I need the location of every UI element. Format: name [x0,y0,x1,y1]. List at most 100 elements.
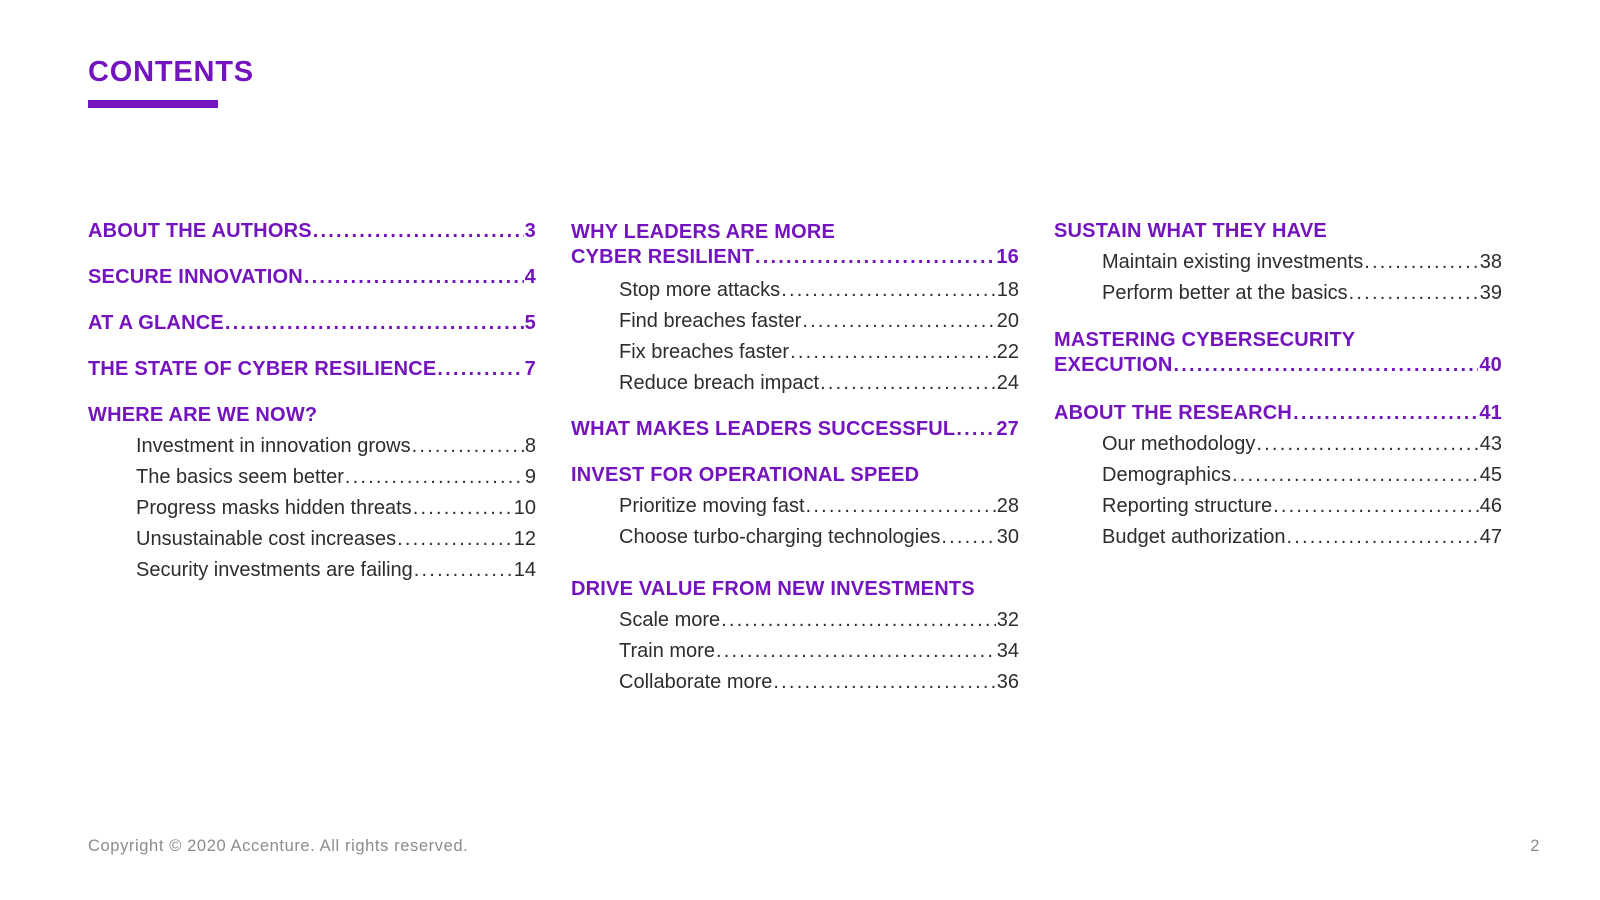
toc-entry-label: ABOUT THE RESEARCH [1054,402,1293,424]
toc-entry[interactable]: Stop more attacks 18 [571,279,1019,301]
toc-entry[interactable]: Maintain existing investments 38 [1054,251,1502,273]
toc-entry-label: Stop more attacks [619,279,781,301]
footer-copyright: Copyright © 2020 Accenture. All rights r… [88,837,469,855]
page-title: CONTENTS [88,56,254,88]
toc-entry[interactable]: Investment in innovation grows 8 [88,435,536,457]
toc-entry[interactable]: Budget authorization 47 [1054,526,1502,548]
dot-leader [313,220,524,242]
toc-entry[interactable]: Reduce breach impact 24 [571,372,1019,394]
dot-leader [755,245,995,270]
toc-column-2: WHY LEADERS ARE MORE CYBER RESILIENT 16 Sto… [571,220,1019,693]
dot-leader [956,418,995,440]
toc-entry-label: Reporting structure [1102,495,1273,517]
toc-entry-label: WHY LEADERS ARE MORE [571,221,836,243]
toc-entry-page: 32 [996,609,1019,631]
toc-entry-page: 18 [996,279,1019,301]
dot-leader [1364,251,1479,273]
toc-entry[interactable]: Our methodology 43 [1054,433,1502,455]
toc-entry-label: Perform better at the basics [1102,282,1348,304]
dot-leader [1286,526,1478,548]
toc-entry-page: 14 [513,559,536,581]
dot-leader [412,435,524,457]
toc-entry[interactable]: AT A GLANCE 5 [88,312,536,334]
toc-entry-label: Unsustainable cost increases [136,528,397,550]
toc-entry[interactable]: The basics seem better 9 [88,466,536,488]
toc-entry-page: 8 [524,435,536,457]
toc-entry-page: 9 [524,466,536,488]
toc-entry-label: Maintain existing investments [1102,251,1364,273]
toc-entry-page: 12 [513,528,536,550]
toc-entry-label: Fix breaches faster [619,341,790,363]
toc-entry-page: 5 [524,312,536,334]
toc-entry-label: EXECUTION [1054,354,1173,376]
dot-leader [414,559,513,581]
toc-entry-label: WHERE ARE WE NOW? [88,404,318,426]
toc-entry[interactable]: Train more 34 [571,640,1019,662]
toc-entry-page: 16 [996,246,1019,268]
dot-leader [225,312,524,334]
toc-entry-page: 24 [996,372,1019,394]
title-underline [88,100,218,108]
toc-entry-label: Reduce breach impact [619,372,820,394]
toc-entry[interactable]: Security investments are failing 14 [88,559,536,581]
toc-entry[interactable]: Find breaches faster 20 [571,310,1019,332]
toc-entry-page: 7 [524,358,536,380]
toc-entry-label: WHAT MAKES LEADERS SUCCESSFUL [571,418,956,440]
toc-entry-label: DRIVE VALUE FROM NEW INVESTMENTS [571,578,975,600]
toc-section-heading: SUSTAIN WHAT THEY HAVE [1054,220,1502,242]
toc-entry-label: Find breaches faster [619,310,802,332]
toc-entry-page: 30 [996,526,1019,548]
toc-entry-page: 40 [1479,354,1502,376]
toc-entry[interactable]: Choose turbo-charging technologies 30 [571,526,1019,548]
dot-leader [790,341,996,363]
toc-entry-page: 10 [513,497,536,519]
toc-entry[interactable]: ABOUT THE AUTHORS 3 [88,220,536,242]
toc-entry-label: Progress masks hidden threats [136,497,412,519]
toc-entry[interactable]: MASTERING CYBERSECURITY EXECUTION 40 [1054,328,1502,378]
toc-entry[interactable]: Progress masks hidden threats 10 [88,497,536,519]
toc-entry-label: ABOUT THE AUTHORS [88,220,312,242]
dot-leader [773,671,995,693]
toc-column-1: ABOUT THE AUTHORS 3 SECURE INNOVATION 4 AT A… [88,220,536,693]
toc-entry-label: Our methodology [1102,433,1256,455]
toc-entry[interactable]: THE STATE OF CYBER RESILIENCE 7 [88,358,536,380]
page-footer: Copyright © 2020 Accenture. All rights r… [88,837,1540,856]
toc-entry[interactable]: WHAT MAKES LEADERS SUCCESSFUL 27 [571,418,1019,440]
dot-leader [1256,433,1478,455]
toc-entry[interactable]: WHY LEADERS ARE MORE CYBER RESILIENT 16 [571,220,1019,270]
dot-leader [806,495,996,517]
dot-leader [1232,464,1479,486]
toc-entry[interactable]: Reporting structure 46 [1054,495,1502,517]
dot-leader [1173,353,1478,378]
toc-entry-label: Investment in innovation grows [136,435,411,457]
toc-entry-page: 36 [996,671,1019,693]
toc-entry[interactable]: Prioritize moving fast 28 [571,495,1019,517]
toc-entry[interactable]: ABOUT THE RESEARCH 41 [1054,402,1502,424]
toc-entry[interactable]: Fix breaches faster 22 [571,341,1019,363]
toc-entry[interactable]: Scale more 32 [571,609,1019,631]
dot-leader [437,358,523,380]
dot-leader [721,609,996,631]
dot-leader [716,640,996,662]
toc-entry-label: Prioritize moving fast [619,495,805,517]
toc-entry-page: 28 [996,495,1019,517]
toc-entry[interactable]: Collaborate more 36 [571,671,1019,693]
dot-leader [941,526,995,548]
dot-leader [345,466,524,488]
toc-entry-label: Demographics [1102,464,1231,486]
toc-entry-page: 20 [996,310,1019,332]
toc-entry-label: Budget authorization [1102,526,1286,548]
toc-entry-label: Scale more [619,609,721,631]
toc-section-heading: WHERE ARE WE NOW? [88,404,536,426]
table-of-contents: ABOUT THE AUTHORS 3 SECURE INNOVATION 4 AT A… [88,220,1540,693]
toc-entry[interactable]: SECURE INNOVATION 4 [88,266,536,288]
dot-leader [413,497,513,519]
toc-entry-label: SUSTAIN WHAT THEY HAVE [1054,220,1327,242]
toc-entry[interactable]: Unsustainable cost increases 12 [88,528,536,550]
toc-entry-page: 46 [1479,495,1502,517]
toc-entry[interactable]: Demographics 45 [1054,464,1502,486]
toc-entry[interactable]: Perform better at the basics 39 [1054,282,1502,304]
toc-entry-page: 34 [996,640,1019,662]
toc-section-heading: INVEST FOR OPERATIONAL SPEED [571,464,1019,486]
